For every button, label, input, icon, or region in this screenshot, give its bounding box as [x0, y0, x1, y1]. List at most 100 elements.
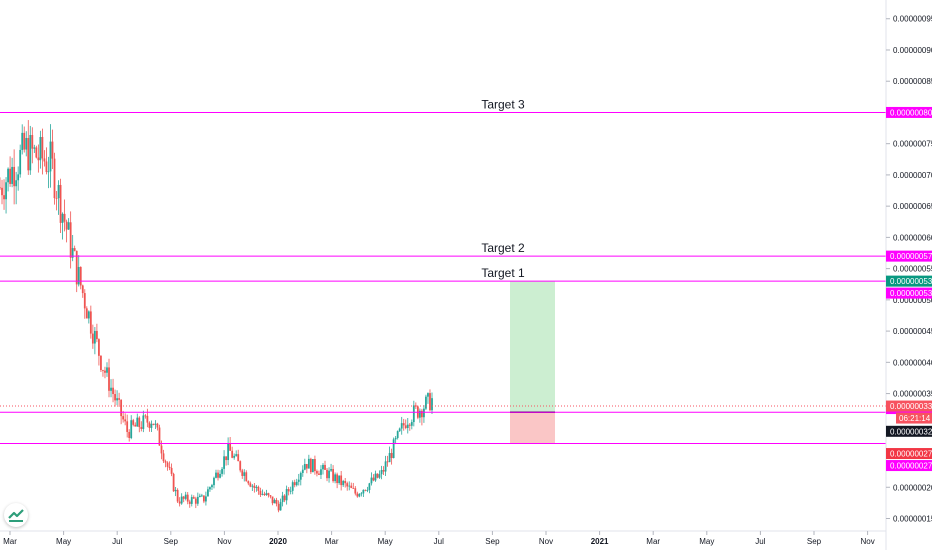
- candle: [366, 486, 369, 493]
- candle: [196, 492, 199, 506]
- level-badge: 0.00000027: [886, 460, 932, 472]
- candle: [112, 378, 114, 403]
- time-tick-label: Sep: [485, 537, 500, 546]
- candle: [146, 408, 149, 428]
- candle: [271, 496, 274, 506]
- candle: [241, 468, 244, 479]
- candle: [309, 457, 312, 474]
- candle: [51, 129, 54, 169]
- candle: [67, 218, 70, 230]
- price-tick-label: 0.00000070: [893, 171, 932, 180]
- candle: [81, 284, 84, 298]
- time-tick-label: Nov: [860, 537, 874, 546]
- time-tick-label: 2020: [269, 537, 287, 546]
- candle: [249, 481, 252, 488]
- candle: [265, 489, 268, 496]
- candle: [388, 446, 391, 463]
- level-label: Target 1: [481, 266, 525, 280]
- candle: [192, 495, 195, 499]
- candle: [65, 219, 68, 243]
- candle: [418, 408, 421, 423]
- level-badge-text: 0.00000027: [890, 462, 932, 471]
- candle: [202, 495, 205, 504]
- candle: [164, 459, 167, 468]
- candle: [358, 493, 361, 498]
- candle: [293, 479, 296, 488]
- tradingview-logo[interactable]: [4, 503, 28, 527]
- candle: [7, 167, 9, 192]
- candle: [392, 437, 395, 459]
- candle: [37, 144, 40, 173]
- candle: [100, 355, 102, 373]
- candle: [251, 484, 254, 491]
- candle: [108, 358, 110, 398]
- candle: [259, 487, 262, 497]
- level-label: Target 2: [481, 241, 525, 255]
- candle: [144, 414, 147, 419]
- loss-zone: [510, 412, 555, 444]
- candle: [0, 177, 1, 190]
- candle: [122, 410, 125, 423]
- candle: [176, 488, 179, 504]
- candle: [148, 421, 151, 432]
- candle: [116, 390, 118, 406]
- candle: [219, 470, 221, 479]
- candle: [128, 429, 131, 442]
- time-tick-label: Mar: [3, 537, 17, 546]
- candle: [120, 399, 123, 425]
- profit-zone: [510, 281, 555, 413]
- candle: [186, 492, 189, 505]
- candle: [368, 482, 371, 494]
- candle: [104, 366, 106, 379]
- candle: [29, 125, 32, 175]
- candle: [311, 458, 314, 473]
- candle: [43, 150, 46, 167]
- candle: [384, 455, 387, 477]
- time-tick-label: Jul: [755, 537, 765, 546]
- candle: [91, 324, 94, 349]
- candle: [114, 389, 116, 407]
- stop-badge: 0.00000027: [886, 448, 932, 460]
- candle: [1, 179, 3, 205]
- candle: [190, 494, 193, 507]
- candle: [225, 456, 227, 466]
- candle: [170, 463, 173, 477]
- candle: [400, 416, 403, 435]
- candle: [209, 486, 211, 492]
- candle: [178, 497, 181, 507]
- candle: [431, 392, 433, 415]
- candle: [318, 470, 320, 476]
- candle: [285, 485, 288, 505]
- candle: [404, 419, 407, 430]
- candle: [106, 362, 108, 377]
- time-tick-label: Jul: [434, 537, 444, 546]
- entry-badge-text: 0.00000032: [890, 427, 932, 436]
- candle: [215, 469, 217, 479]
- candle: [198, 493, 201, 498]
- candle: [205, 491, 207, 506]
- candle: [320, 465, 322, 480]
- countdown-text: 06:21:14: [899, 414, 931, 423]
- candle: [423, 405, 425, 423]
- time-tick-label: May: [378, 537, 393, 546]
- time-tick-label: Sep: [807, 537, 822, 546]
- candle: [207, 486, 209, 497]
- candle: [184, 491, 187, 501]
- candle: [350, 482, 353, 489]
- candle: [316, 469, 318, 477]
- candle: [174, 486, 177, 497]
- candle: [194, 496, 197, 509]
- candle: [314, 455, 316, 475]
- candle: [277, 500, 280, 513]
- candle: [69, 211, 72, 269]
- candle: [156, 422, 159, 431]
- candle: [31, 127, 34, 164]
- candle: [140, 421, 143, 432]
- candle: [372, 474, 375, 482]
- candle: [200, 493, 203, 497]
- candle: [261, 489, 264, 496]
- candle: [326, 467, 328, 482]
- time-tick-label: Sep: [164, 537, 179, 546]
- candle: [63, 199, 66, 232]
